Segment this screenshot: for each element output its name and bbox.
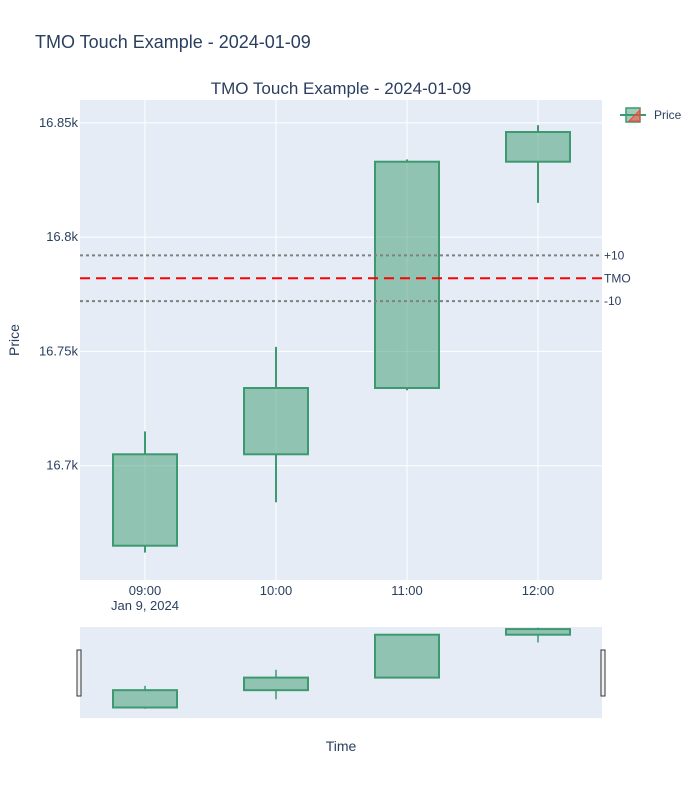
rangeslider-candle [374, 633, 440, 679]
x-tick-label: 12:00 [522, 583, 555, 598]
page-title: TMO Touch Example - 2024-01-09 [35, 32, 311, 52]
rangeslider-candle [112, 689, 178, 709]
x-tick-label: 10:00 [260, 583, 293, 598]
candle-body[interactable] [374, 160, 440, 389]
legend-label: Price [654, 108, 682, 122]
x-tick-label: 11:00 [391, 583, 423, 598]
reference-line-label: TMO [604, 271, 631, 285]
candle-body[interactable] [505, 131, 571, 163]
x-axis-label: Time [326, 738, 357, 754]
rangeslider-handle-right[interactable] [600, 649, 606, 697]
candle-body[interactable] [243, 387, 309, 456]
reference-line-label: -10 [604, 294, 622, 308]
rangeslider-candle [243, 676, 309, 692]
x-date-label: Jan 9, 2024 [111, 598, 179, 613]
chart-title: TMO Touch Example - 2024-01-09 [211, 79, 471, 98]
rangeslider-candle [505, 628, 571, 636]
rangeslider-handle-left[interactable] [76, 649, 82, 697]
y-tick-label: 16.85k [39, 115, 79, 130]
y-tick-label: 16.75k [39, 343, 79, 358]
x-tick-label: 09:00 [129, 583, 162, 598]
y-tick-label: 16.8k [46, 229, 78, 244]
legend[interactable]: Price [620, 107, 682, 123]
y-tick-label: 16.7k [46, 458, 78, 473]
legend-swatch-decreasing [627, 108, 641, 122]
candle-body[interactable] [112, 453, 178, 547]
reference-line-label: +10 [604, 248, 625, 262]
y-axis-label: Price [6, 324, 22, 356]
